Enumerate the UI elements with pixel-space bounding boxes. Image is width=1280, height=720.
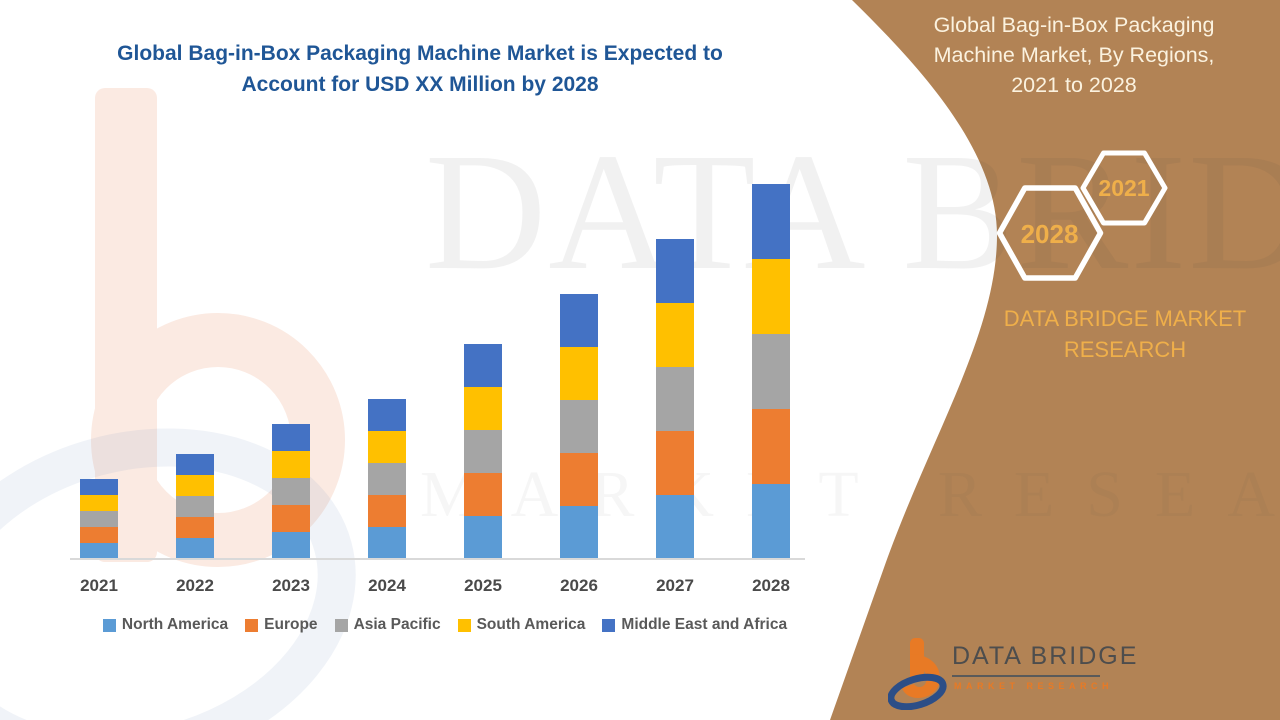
bar-segment-2028-north-america bbox=[752, 484, 790, 559]
legend-item-south-america: South America bbox=[457, 616, 586, 634]
bar-segment-2024-middle-east-and-africa bbox=[368, 399, 406, 431]
legend-label: Middle East and Africa bbox=[621, 616, 788, 633]
data-bridge-logo-icon bbox=[888, 638, 947, 710]
x-axis-label-2023: 2023 bbox=[272, 576, 310, 595]
legend-item-north-america: North America bbox=[102, 616, 229, 634]
chart-title-line1: Global Bag-in-Box Packaging Machine Mark… bbox=[117, 42, 723, 65]
bar-segment-2025-asia-pacific bbox=[464, 430, 502, 473]
bar-segment-2021-asia-pacific bbox=[80, 511, 118, 527]
bar-2022 bbox=[176, 454, 214, 559]
bar-segment-2027-asia-pacific bbox=[656, 367, 694, 431]
hexagon-year-2021: 2021 bbox=[1098, 175, 1150, 201]
bar-segment-2025-north-america bbox=[464, 516, 502, 559]
x-axis-label-2027: 2027 bbox=[656, 576, 694, 595]
legend-swatch-icon bbox=[245, 618, 259, 632]
bar-2028 bbox=[752, 184, 790, 559]
bar-segment-2026-south-america bbox=[560, 347, 598, 400]
bar-segment-2022-asia-pacific bbox=[176, 496, 214, 517]
bar-segment-2024-south-america bbox=[368, 431, 406, 463]
bar-segment-2027-europe bbox=[656, 431, 694, 495]
bar-segment-2023-middle-east-and-africa bbox=[272, 424, 310, 451]
bar-2026 bbox=[560, 294, 598, 559]
bar-segment-2023-europe bbox=[272, 505, 310, 532]
bar-2023 bbox=[272, 424, 310, 559]
logo-wordmark: DATA BRIDGE bbox=[952, 642, 1139, 670]
bar-segment-2025-south-america bbox=[464, 387, 502, 430]
bar-segment-2023-asia-pacific bbox=[272, 478, 310, 505]
bar-segment-2022-middle-east-and-africa bbox=[176, 454, 214, 475]
legend-swatch-icon bbox=[334, 618, 348, 632]
bar-segment-2023-north-america bbox=[272, 532, 310, 559]
bar-segment-2023-south-america bbox=[272, 451, 310, 478]
bar-segment-2028-middle-east-and-africa bbox=[752, 184, 790, 259]
bar-segment-2024-europe bbox=[368, 495, 406, 527]
legend-item-middle-east-and-africa: Middle East and Africa bbox=[602, 616, 787, 634]
right-panel-title: Global Bag-in-Box Packaging Machine Mark… bbox=[880, 10, 1268, 100]
bar-segment-2027-north-america bbox=[656, 495, 694, 559]
legend-label: Europe bbox=[264, 616, 318, 633]
x-axis-line bbox=[70, 558, 805, 560]
hexagon-year-2028: 2028 bbox=[1020, 219, 1079, 249]
bar-segment-2021-north-america bbox=[80, 543, 118, 559]
bar-segment-2021-middle-east-and-africa bbox=[80, 479, 118, 495]
bar-segment-2026-north-america bbox=[560, 506, 598, 559]
bar-2025 bbox=[464, 344, 502, 559]
bar-chart-plot-area bbox=[80, 184, 790, 559]
bar-segment-2021-europe bbox=[80, 527, 118, 543]
x-axis-label-2022: 2022 bbox=[176, 576, 214, 595]
bar-segment-2028-south-america bbox=[752, 259, 790, 334]
brand-text-line1: DATA BRIDGE MARKET bbox=[1003, 306, 1247, 331]
right-panel-title-line1: Global Bag-in-Box Packaging bbox=[933, 13, 1215, 37]
bar-segment-2028-europe bbox=[752, 409, 790, 484]
bar-segment-2027-south-america bbox=[656, 303, 694, 367]
bar-segment-2024-north-america bbox=[368, 527, 406, 559]
brand-text-line2: RESEARCH bbox=[1063, 337, 1187, 362]
bar-2021 bbox=[80, 479, 118, 559]
legend-item-europe: Europe bbox=[245, 616, 318, 634]
x-axis-label-2021: 2021 bbox=[80, 576, 118, 595]
logo-underline bbox=[952, 675, 1100, 677]
bar-segment-2022-north-america bbox=[176, 538, 214, 559]
legend-swatch-icon bbox=[602, 618, 616, 632]
legend-item-asia-pacific: Asia Pacific bbox=[334, 616, 441, 634]
bar-segment-2027-middle-east-and-africa bbox=[656, 239, 694, 303]
chart-legend: North America Europe Asia Pacific South Ame… bbox=[30, 616, 860, 634]
legend-label: South America bbox=[476, 616, 586, 633]
x-axis-label-2028: 2028 bbox=[752, 576, 790, 595]
legend-swatch-icon bbox=[457, 618, 471, 632]
bar-segment-2026-asia-pacific bbox=[560, 400, 598, 453]
legend-label: Asia Pacific bbox=[353, 616, 441, 633]
bar-segment-2021-south-america bbox=[80, 495, 118, 511]
legend-swatch-icon bbox=[102, 618, 116, 632]
bar-segment-2028-asia-pacific bbox=[752, 334, 790, 409]
bar-2024 bbox=[368, 399, 406, 559]
brand-text: DATA BRIDGE MARKET RESEARCH bbox=[985, 303, 1265, 365]
bar-segment-2022-south-america bbox=[176, 475, 214, 496]
logo-tagline: MARKET RESEARCH bbox=[954, 681, 1114, 691]
x-axis-label-2025: 2025 bbox=[464, 576, 502, 595]
x-axis-label-2026: 2026 bbox=[560, 576, 598, 595]
bar-segment-2025-middle-east-and-africa bbox=[464, 344, 502, 387]
x-axis-label-2024: 2024 bbox=[368, 576, 406, 595]
bar-segment-2025-europe bbox=[464, 473, 502, 516]
data-bridge-logo: DATA BRIDGE MARKET RESEARCH bbox=[888, 634, 1158, 712]
bar-2027 bbox=[656, 239, 694, 559]
chart-title: Global Bag-in-Box Packaging Machine Mark… bbox=[70, 38, 770, 100]
bar-segment-2024-asia-pacific bbox=[368, 463, 406, 495]
chart-title-line2: Account for USD XX Million by 2028 bbox=[241, 73, 599, 96]
right-panel-title-line2: Machine Market, By Regions, bbox=[933, 43, 1215, 67]
right-panel-title-line3: 2021 to 2028 bbox=[1011, 73, 1137, 97]
bar-segment-2026-europe bbox=[560, 453, 598, 506]
bar-segment-2022-europe bbox=[176, 517, 214, 538]
bar-segment-2026-middle-east-and-africa bbox=[560, 294, 598, 347]
legend-label: North America bbox=[121, 616, 229, 633]
